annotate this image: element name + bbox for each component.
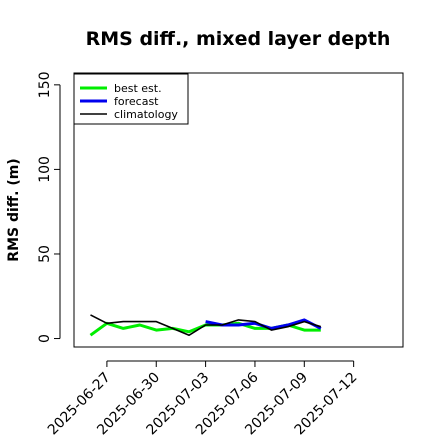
y-tick-label: 100 [37, 156, 53, 183]
legend-label: forecast [114, 95, 159, 108]
legend-label: climatology [114, 108, 178, 121]
plot-frame [73, 72, 404, 348]
series-group [89, 314, 322, 337]
legend-label: best est. [114, 82, 162, 95]
x-axis: 2025-06-272025-06-302025-07-032025-07-06… [45, 360, 360, 438]
y-tick-label: 0 [37, 334, 53, 343]
y-axis-label: RMS diff. (m) [6, 158, 22, 261]
legend-box [73, 73, 189, 125]
y-tick-label: 50 [37, 245, 53, 263]
y-tick-label: 150 [37, 71, 53, 98]
y-axis: 0 50 100 150 [37, 71, 61, 343]
chart-title: RMS diff., mixed layer depth [86, 28, 391, 50]
series-line-3 [90, 314, 322, 337]
